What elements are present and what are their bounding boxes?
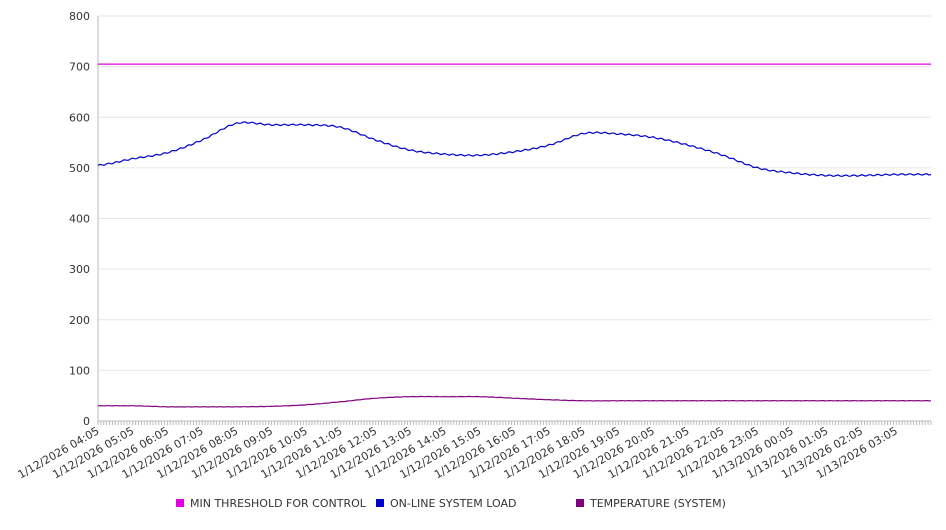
grid-lines xyxy=(98,15,931,371)
y-tick-label: 700 xyxy=(69,61,90,74)
y-tick-label: 400 xyxy=(69,213,90,226)
axes xyxy=(97,16,932,425)
legend: MIN THRESHOLD FOR CONTROL ON-LINE SYSTEM … xyxy=(176,497,726,510)
legend-swatch xyxy=(376,499,384,507)
legend-swatch xyxy=(176,499,184,507)
y-tick-label: 800 xyxy=(69,10,90,23)
x-tick-labels: 1/12/2026 04:051/12/2026 05:051/12/2026 … xyxy=(16,424,900,481)
series-line-2 xyxy=(97,121,932,178)
series-lines xyxy=(97,63,932,408)
legend-label: MIN THRESHOLD FOR CONTROL xyxy=(190,497,367,510)
y-tick-label: 500 xyxy=(69,162,90,175)
legend-label: TEMPERATURE (SYSTEM) xyxy=(589,497,726,510)
y-tick-labels: 0 100 200 300 400 500 600 700 800 xyxy=(69,10,90,428)
y-tick-label: 600 xyxy=(69,111,90,124)
legend-swatch xyxy=(576,499,584,507)
y-tick-label: 200 xyxy=(69,314,90,327)
y-tick-label: 100 xyxy=(69,364,90,377)
y-tick-label: 0 xyxy=(83,415,90,428)
legend-label: ON-LINE SYSTEM LOAD xyxy=(390,497,516,510)
series-line-3 xyxy=(97,395,932,408)
y-tick-label: 300 xyxy=(69,263,90,276)
